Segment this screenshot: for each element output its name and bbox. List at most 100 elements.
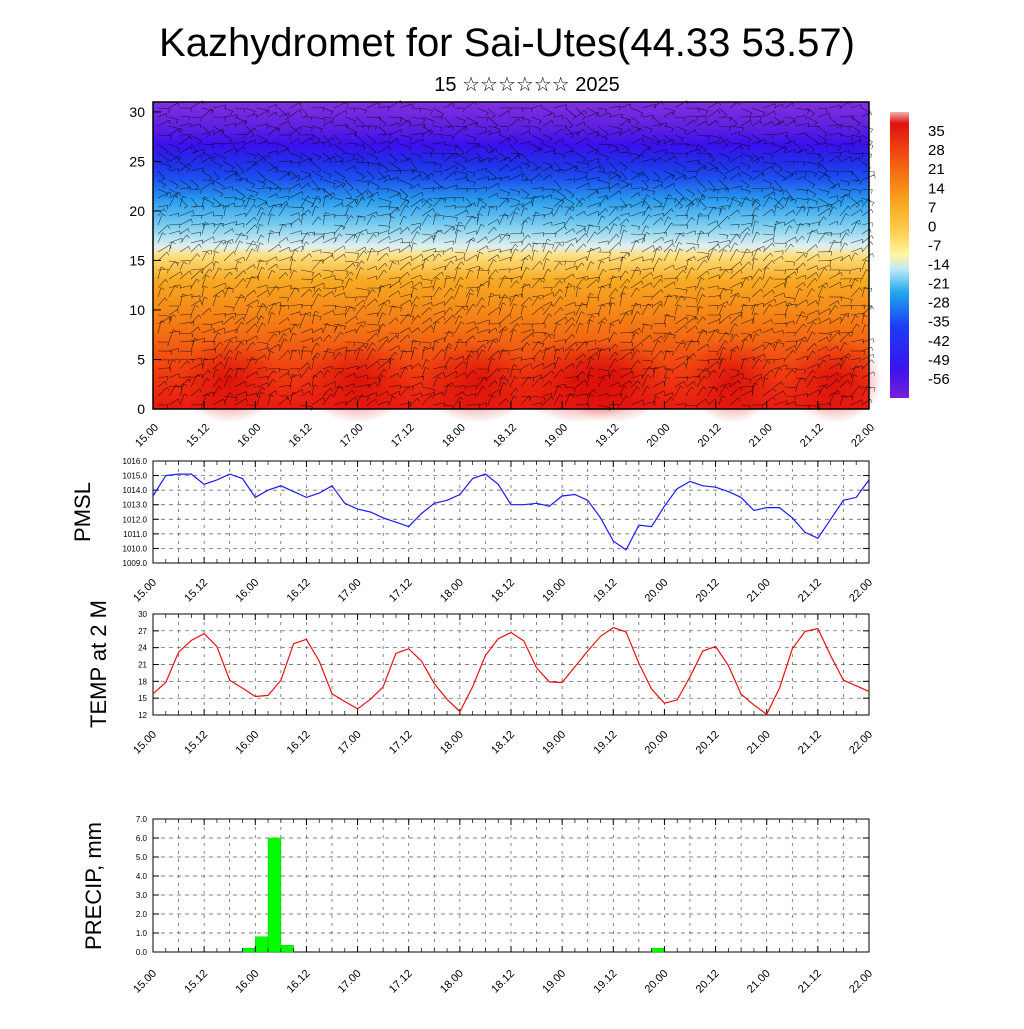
warm-cell <box>180 339 280 423</box>
y-tick-label: 1011.0 <box>123 530 147 539</box>
colorbar-label: 28 <box>928 142 945 159</box>
x-tick-label: 18.12 <box>489 968 517 996</box>
x-tick-label: 17.12 <box>387 968 415 996</box>
x-tick-label: 15.00 <box>131 968 159 996</box>
x-tick-label: 16.12 <box>285 577 313 605</box>
y-tick-label: 10 <box>129 302 145 318</box>
x-tick-label: 16.00 <box>235 422 263 450</box>
wind-barb-feather <box>871 112 872 116</box>
x-tick-label: 15.12 <box>184 422 212 450</box>
x-tick-label: 18.12 <box>491 422 519 450</box>
y-tick-label: 1015.0 <box>123 472 148 481</box>
colorbar-bar <box>890 112 909 398</box>
wind-barb-feather <box>871 209 873 213</box>
x-tick-label: 15.12 <box>182 577 210 605</box>
x-tick-label: 16.00 <box>233 729 261 757</box>
x-tick-label: 21.00 <box>745 729 773 757</box>
x-tick-label: 15.12 <box>182 729 210 757</box>
pmsl-panel: 1009.01010.01011.01012.01013.01014.01015… <box>70 457 875 605</box>
wind-barb-feather <box>870 154 871 158</box>
x-tick-label: 21.12 <box>796 968 824 996</box>
colorbar-label: -14 <box>928 257 950 274</box>
wind-barb-feather <box>872 253 874 257</box>
x-tick-label: 22.00 <box>847 968 875 996</box>
chart-title: Kazhydromet for Sai-Utes(44.33 53.57) <box>159 21 855 65</box>
x-tick-label: 16.12 <box>285 729 313 757</box>
y-tick-label: 30 <box>129 104 145 120</box>
x-tick-label: 21.00 <box>745 968 773 996</box>
precip-bar <box>281 945 294 952</box>
wind-barb-feather <box>872 145 873 149</box>
warm-cell <box>558 339 668 423</box>
wind-barb-feather <box>871 288 872 292</box>
x-tick-label: 19.00 <box>540 968 568 996</box>
y-tick-label: 12 <box>138 711 147 720</box>
x-tick-label: 15.00 <box>131 577 159 605</box>
y-tick-label: 1014.0 <box>123 486 148 495</box>
wind-barb-feather <box>872 347 873 351</box>
wind-barb-feather <box>872 235 874 239</box>
colorbar-label: -49 <box>928 352 950 369</box>
colorbar-label: -56 <box>928 371 950 388</box>
wind-barb-feather <box>871 242 873 245</box>
y-tick-label: 15 <box>138 694 147 703</box>
x-tick-label: 18.00 <box>438 968 466 996</box>
colorbar-label: 35 <box>928 123 945 140</box>
y-tick-label: 6.0 <box>136 834 148 843</box>
y-tick-label: 1010.0 <box>123 544 148 553</box>
warm-cell <box>303 339 413 423</box>
y-tick-label: 24 <box>138 644 147 653</box>
colorbar-label: -7 <box>928 237 941 254</box>
x-tick-label: 18.12 <box>489 729 517 757</box>
x-tick-label: 20.00 <box>643 729 671 757</box>
y-tick-label: 7.0 <box>136 815 148 824</box>
x-tick-label: 17.00 <box>336 968 364 996</box>
x-tick-label: 20.12 <box>694 729 722 757</box>
x-tick-label: 19.12 <box>591 729 619 757</box>
x-tick-label: 19.00 <box>542 422 570 450</box>
x-tick-label: 18.12 <box>489 577 517 605</box>
x-tick-label: 21.00 <box>745 577 773 605</box>
x-tick-label: 18.00 <box>438 577 466 605</box>
colorbar-label: 21 <box>928 161 945 178</box>
x-tick-label: 16.00 <box>233 968 261 996</box>
wind-barb-feather <box>872 306 874 309</box>
y-tick-label: 1012.0 <box>123 515 148 524</box>
colorbar-label: -42 <box>928 333 950 350</box>
y-tick-label: 0.0 <box>136 948 148 957</box>
y-tick-label: 15 <box>129 252 145 268</box>
precip-bar <box>268 838 281 952</box>
y-tick-label: 18 <box>138 677 147 686</box>
x-tick-label: 17.00 <box>336 577 364 605</box>
colorbar-label: 14 <box>928 180 945 197</box>
y-tick-label: 5 <box>137 351 145 367</box>
x-tick-label: 19.12 <box>591 968 619 996</box>
y-tick-label: 2.0 <box>136 910 148 919</box>
y-tick-label: 4.0 <box>136 872 148 881</box>
x-tick-label: 19.00 <box>540 729 568 757</box>
y-tick-label: 20 <box>129 203 145 219</box>
x-tick-label: 17.12 <box>389 422 417 450</box>
x-tick-label: 19.00 <box>540 577 568 605</box>
colorbar-label: 7 <box>928 199 936 216</box>
x-tick-label: 21.12 <box>796 729 824 757</box>
x-tick-label: 20.12 <box>694 968 722 996</box>
wind-barb-feather <box>871 129 873 132</box>
x-tick-label: 20.00 <box>643 577 671 605</box>
x-tick-label: 19.12 <box>593 422 621 450</box>
x-tick-label: 18.00 <box>438 729 466 757</box>
x-tick-label: 22.00 <box>847 729 875 757</box>
x-tick-label: 21.12 <box>796 577 824 605</box>
colorbar-label: -35 <box>928 314 950 331</box>
colorbar-label: 0 <box>928 218 936 235</box>
wind-barb-feather <box>870 229 871 233</box>
y-tick-label: 27 <box>138 627 147 636</box>
wind-barb-feather <box>872 203 874 206</box>
temp-y-label: TEMP at 2 M <box>86 600 111 728</box>
x-tick-label: 16.12 <box>287 422 315 450</box>
